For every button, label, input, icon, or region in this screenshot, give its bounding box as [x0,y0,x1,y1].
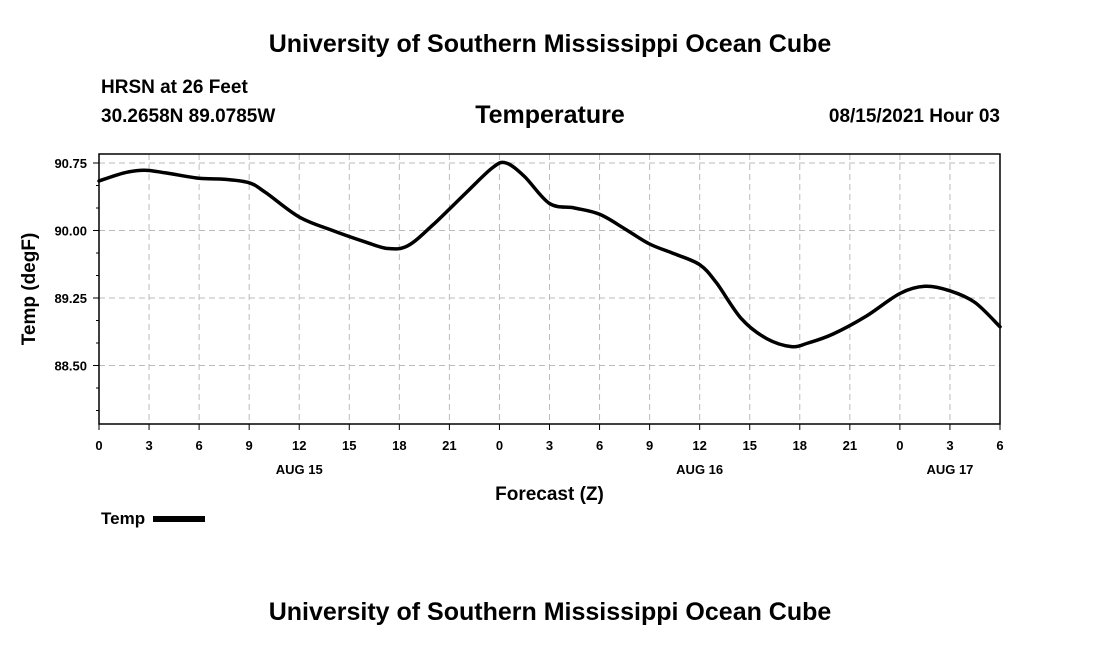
x-tick-label: 0 [896,438,903,453]
bottom-title: University of Southern Mississippi Ocean… [268,598,832,626]
x-tick-label: 9 [646,438,653,453]
x-tick-label: 6 [195,438,202,453]
x-tick-label: 0 [95,438,102,453]
legend-line-swatch [153,515,206,522]
y-tick-label: 90.75 [54,156,87,171]
x-tick-label: 9 [246,438,253,453]
y-tick-label: 88.50 [54,359,87,374]
series-line-temp [97,160,1002,349]
x-tick-label: 12 [292,438,306,453]
station-label: HRSN at 26 Feet [101,77,248,98]
date-label: AUG 16 [676,462,723,477]
x-tick-label: 18 [392,438,406,453]
x-tick-label: 15 [742,438,756,453]
date-label: AUG 17 [926,462,973,477]
y-axis-title: Temp (degF) [19,233,40,346]
y-tick-label: 90.00 [54,224,87,239]
x-tick-label: 3 [546,438,553,453]
chart-title: Temperature [475,101,625,129]
date-label: AUG 15 [276,462,323,477]
y-tick-label: 89.25 [54,291,87,306]
x-axis-title: Forecast (Z) [495,484,604,505]
x-tick-label: 18 [793,438,807,453]
coordinates-label: 30.2658N 89.0785W [101,106,276,127]
top-title: University of Southern Mississippi Ocean… [268,30,832,58]
x-tick-label: 6 [596,438,603,453]
x-tick-label: 0 [496,438,503,453]
legend-label: Temp [101,509,146,528]
x-tick-label: 21 [442,438,456,453]
x-tick-label: 3 [145,438,152,453]
x-tick-label: 21 [843,438,857,453]
legend: Temp [101,509,206,529]
forecast-datetime: 08/15/2021 Hour 03 [828,106,1000,127]
x-tick-label: 3 [946,438,953,453]
x-tick-label: 6 [996,438,1003,453]
x-tick-label: 15 [342,438,356,453]
x-tick-label: 12 [692,438,706,453]
